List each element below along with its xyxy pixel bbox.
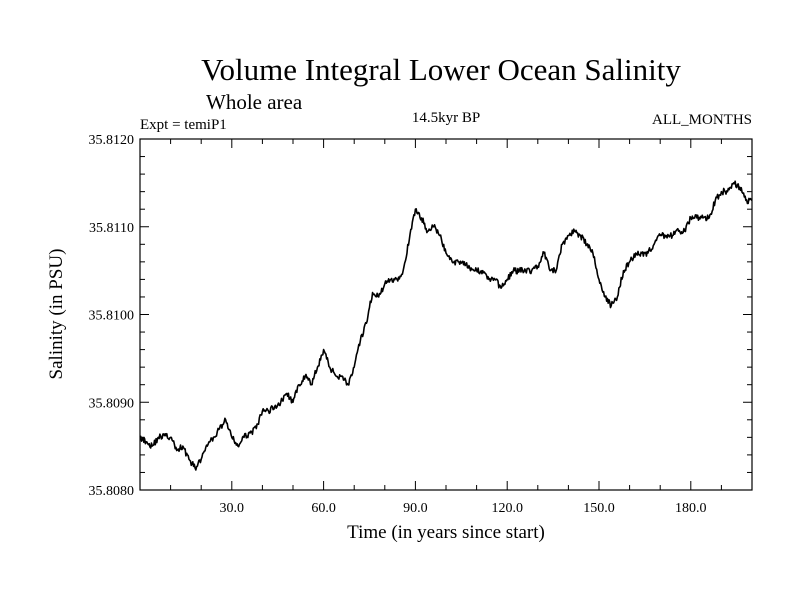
y-tick-label: 35.8110: [89, 221, 134, 236]
x-tick-label: 180.0: [675, 501, 707, 516]
chart-title: Volume Integral Lower Ocean Salinity: [201, 52, 681, 87]
y-tick-label: 35.8120: [89, 133, 135, 148]
y-tick-label: 35.8080: [89, 484, 135, 499]
x-tick-label: 150.0: [583, 501, 615, 516]
chart-subtitle: Whole area: [206, 90, 303, 114]
y-tick-label: 35.8090: [89, 396, 135, 411]
y-axis-label: Salinity (in PSU): [46, 249, 67, 380]
x-tick-label: 90.0: [403, 501, 428, 516]
period-label: 14.5kyr BP: [412, 110, 480, 126]
y-axis: 35.8080 35.8090 35.8100 35.8110 35.8120: [89, 133, 752, 499]
x-axis-label: Time (in years since start): [347, 522, 545, 543]
salinity-series-line: [139, 180, 753, 471]
x-tick-label: 60.0: [311, 501, 336, 516]
season-label: ALL_MONTHS: [652, 112, 752, 128]
x-tick-label: 30.0: [220, 501, 245, 516]
experiment-label: Expt = temiP1: [140, 117, 227, 133]
x-axis: 30.0 60.0 90.0 120.0 150.0 180.0: [170, 139, 722, 516]
y-tick-label: 35.8100: [89, 309, 135, 324]
x-tick-label: 120.0: [491, 501, 523, 516]
